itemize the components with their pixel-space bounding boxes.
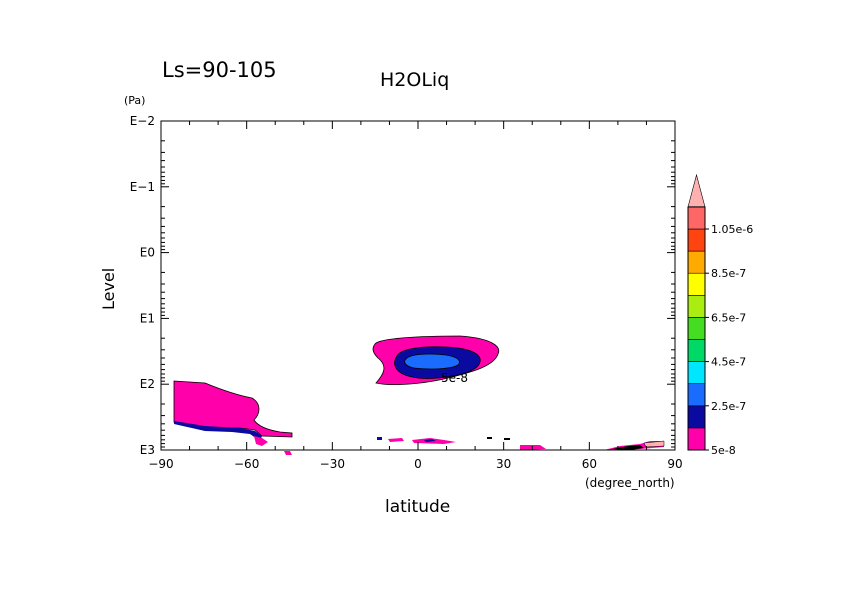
x-tick-label: 0	[414, 457, 422, 471]
y-unit: (Pa)	[124, 94, 145, 107]
colorbar-band	[687, 272, 706, 296]
colorbar-band	[687, 383, 706, 407]
colorbar-tick-labels: 5e-8 2.5e-7 4.5e-7 6.5e-7 8.5e-7 1.05e-6	[705, 223, 753, 457]
chart-title: H2OLiq	[380, 69, 449, 91]
colorbar-band	[687, 361, 706, 385]
y-axis-label: Level	[99, 268, 118, 310]
colorbar-band	[687, 228, 706, 252]
plot-area	[161, 121, 675, 450]
contour-fills	[173, 335, 665, 455]
colorbar-tick-label: 1.05e-6	[711, 223, 753, 236]
colorbar-band	[687, 427, 706, 451]
colorbar-tick-label: 2.5e-7	[711, 400, 746, 413]
colorbar-band	[687, 317, 706, 340]
colorbar-tick-label: 6.5e-7	[711, 311, 746, 324]
x-tick-label: −30	[320, 457, 345, 471]
surface-bit-1	[377, 437, 382, 440]
x-tick-label: 60	[582, 457, 597, 471]
colorbar-frame	[687, 206, 706, 451]
colorbar-band	[687, 294, 706, 318]
y-tick-label: E0	[140, 246, 155, 260]
colorbar-tick-label: 4.5e-7	[711, 356, 746, 369]
colorbar-band	[687, 405, 706, 429]
x-unit: (degree_north)	[585, 476, 675, 490]
surface-bit-7	[520, 445, 546, 450]
colorbar-band	[687, 206, 706, 230]
colorbar-band	[687, 250, 706, 274]
x-tick-labels: −90 −60 −30 0 30 60 90	[148, 457, 682, 471]
surface-bit-6	[504, 438, 510, 440]
north-polar-dark	[612, 445, 644, 450]
y-tick-labels: E−2 E−1 E0 E1 E2 E3	[130, 114, 155, 457]
x-tick-label: 30	[496, 457, 511, 471]
y-tick-label: E2	[140, 377, 155, 391]
colorbar-tick-label: 8.5e-7	[711, 267, 746, 280]
y-tick-label: E1	[140, 311, 155, 325]
north-polar-pink	[643, 440, 665, 448]
south-polar-small-blob-2	[284, 451, 292, 455]
south-polar-cloud	[173, 380, 293, 438]
x-tick-label: −90	[148, 457, 173, 471]
x-tick-label: −60	[234, 457, 259, 471]
colorbar	[687, 173, 706, 451]
south-polar-blue-strip	[174, 421, 262, 441]
y-tick-label: E−1	[130, 180, 155, 194]
season-label: Ls=90-105	[162, 58, 277, 82]
contour-label: 5e-8	[441, 371, 468, 385]
y-tick-label: E−2	[130, 114, 155, 128]
tropical-cloud-core	[404, 353, 460, 370]
axis-ticks	[160, 120, 676, 451]
y-tick-label: E3	[140, 443, 155, 457]
south-polar-small-blob	[254, 436, 268, 446]
colorbar-overflow-triangle	[687, 173, 706, 208]
surface-bit-2	[388, 438, 404, 442]
surface-bit-4	[424, 439, 436, 442]
colorbar-band	[687, 339, 706, 362]
x-tick-label: 90	[667, 457, 682, 471]
colorbar-tick-label: 5e-8	[711, 444, 736, 457]
x-axis-label: latitude	[385, 497, 450, 517]
surface-bit-5	[487, 437, 492, 439]
